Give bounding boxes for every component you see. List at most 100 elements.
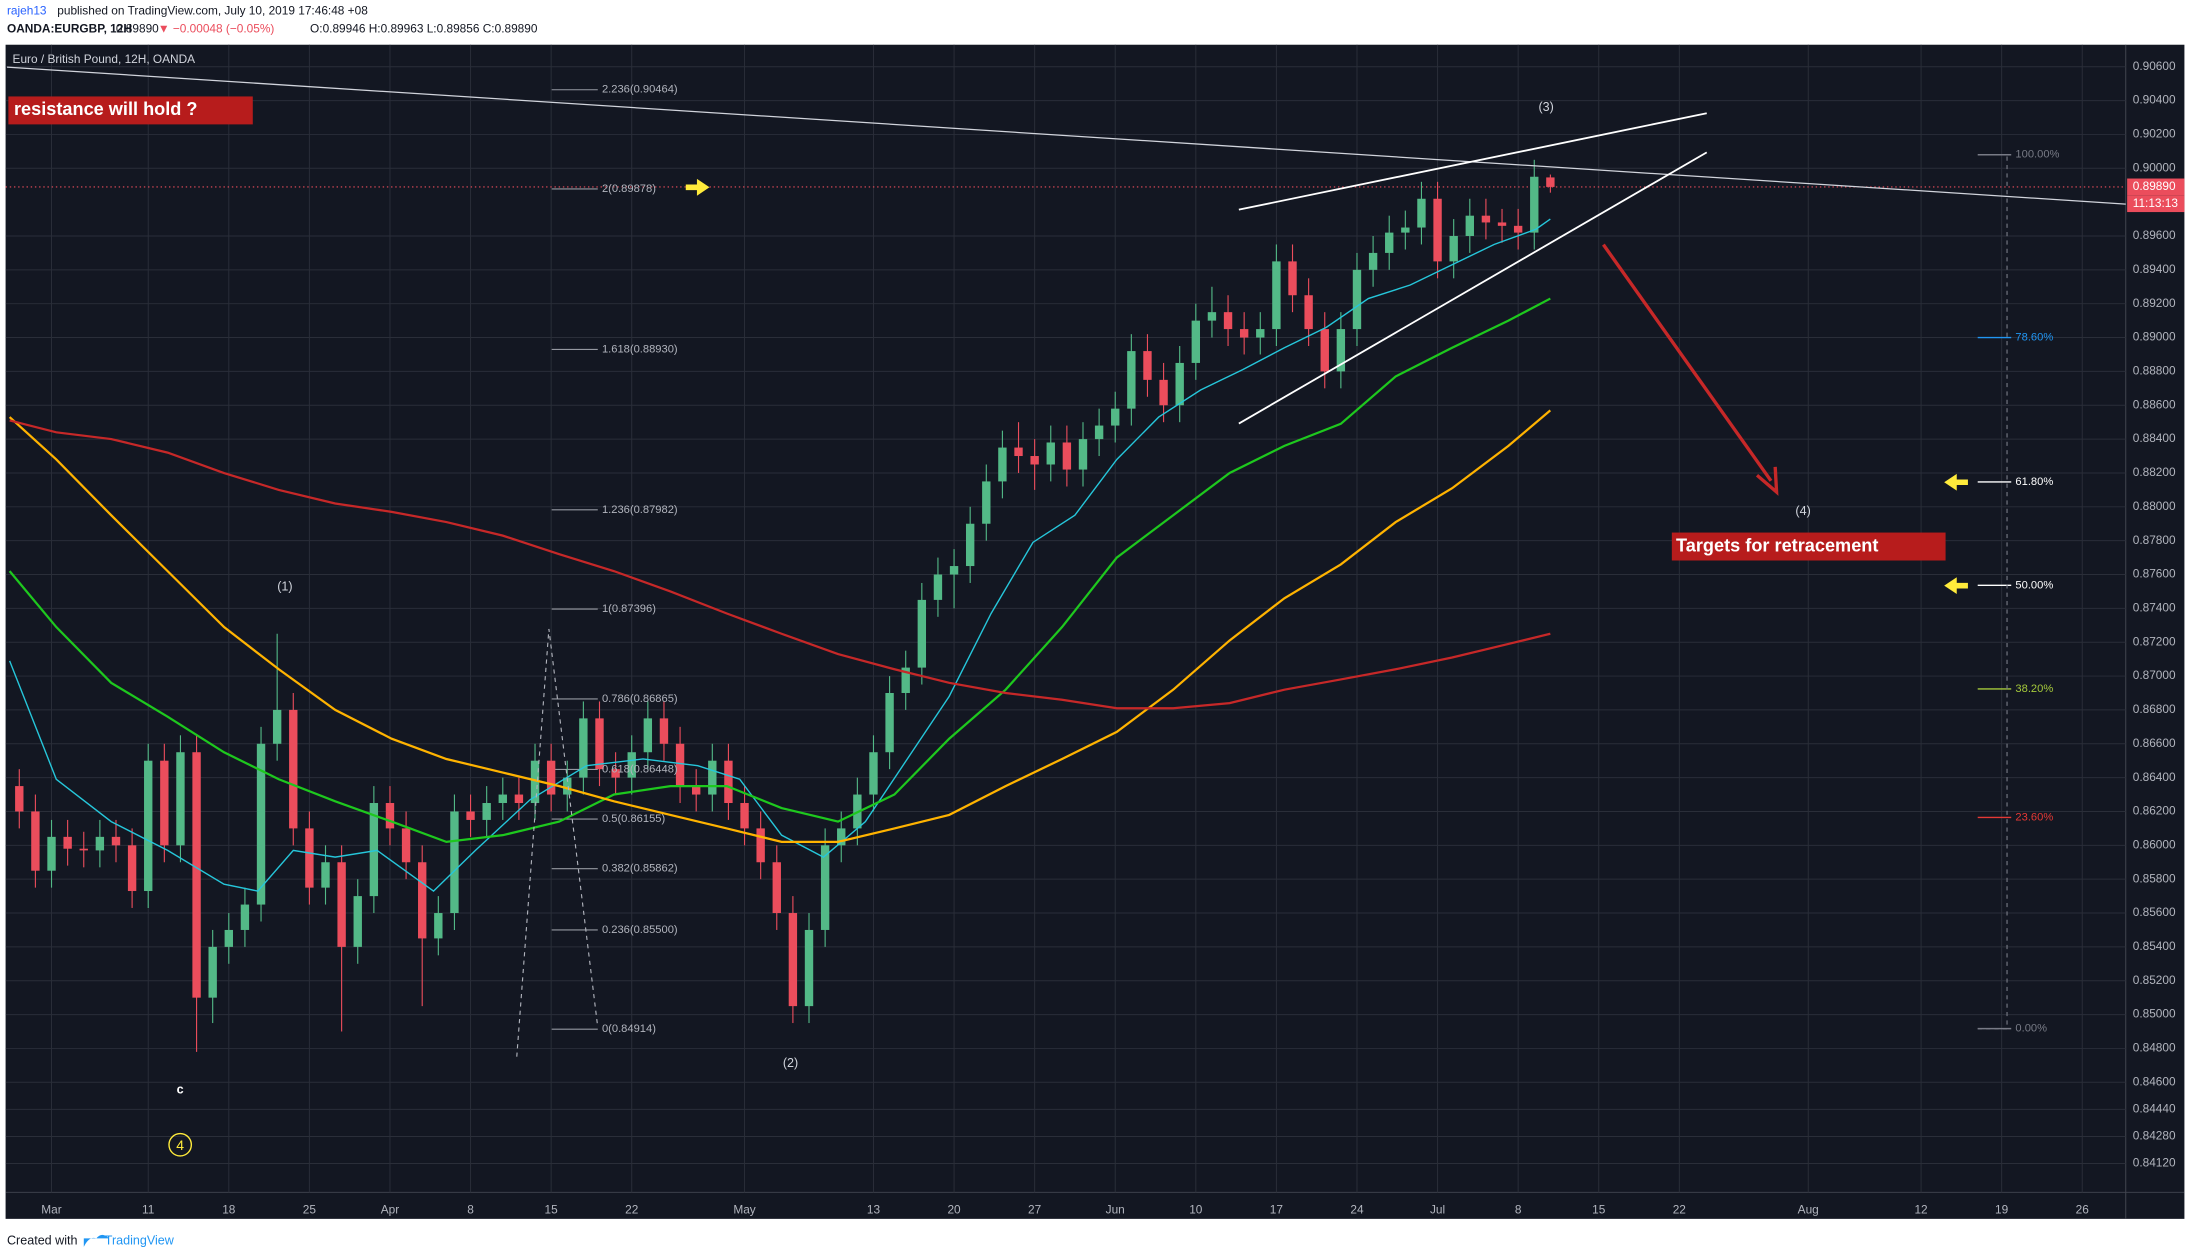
y-tick-label: 0.90400 (2133, 93, 2176, 107)
candle-body (885, 692, 894, 753)
x-tick-label: 25 (303, 1203, 317, 1217)
candle-body (1111, 408, 1120, 426)
candle-body (1336, 329, 1346, 372)
candle-body (1094, 425, 1104, 440)
fib-label: 1.236(0.87982) (602, 504, 678, 516)
candle-body (1304, 295, 1313, 330)
footer-brand[interactable]: TradingView (105, 1234, 175, 1248)
candle-body (111, 836, 121, 846)
y-tick-label: 0.86000 (2133, 837, 2176, 851)
fib-label: 2.236(0.90464) (602, 84, 678, 96)
candle-body (63, 836, 72, 849)
candle-body (643, 718, 653, 753)
y-tick-label: 0.88200 (2133, 465, 2176, 479)
fib-label: 0.5(0.86155) (602, 813, 666, 825)
candle-body (756, 828, 765, 863)
y-tick-label: 0.85400 (2133, 939, 2176, 953)
candle-body (240, 904, 250, 930)
chart-background (5, 44, 2185, 1219)
x-tick-label: Aug (1798, 1203, 1819, 1217)
fib-label: 0.618(0.86448) (602, 763, 678, 775)
candle-body (434, 913, 443, 939)
candle-body (208, 946, 217, 998)
retracement-label: 78.60% (2015, 331, 2053, 343)
candle-body (1256, 329, 1265, 338)
candle-body (724, 760, 733, 804)
retracement-label: 38.20% (2015, 683, 2053, 695)
y-tick-label: 0.89400 (2133, 262, 2176, 276)
arrow-left (1944, 577, 1968, 595)
candle-body (272, 709, 282, 744)
fib-label: 0(0.84914) (602, 1023, 656, 1035)
candle-body (1127, 351, 1136, 409)
candle-body (1497, 222, 1507, 226)
y-tick-label: 0.87000 (2133, 668, 2176, 682)
candle-body (917, 599, 927, 668)
y-tick-label: 0.90200 (2133, 127, 2176, 141)
y-tick-label: 0.89200 (2133, 296, 2176, 310)
countdown: 11:13:13 (2133, 196, 2179, 210)
fib-label: 0.236(0.85500) (602, 924, 678, 936)
author: rajeh13 (7, 3, 47, 17)
candle-body (1530, 176, 1539, 233)
wave-circle (168, 1132, 193, 1157)
fib-label: 1(0.87396) (602, 603, 656, 615)
candle-body (1513, 225, 1523, 233)
y-tick-label: 0.90600 (2133, 59, 2176, 73)
candle-body (385, 803, 395, 829)
y-tick-label: 0.90000 (2133, 160, 2176, 174)
x-tick-label: 10 (1189, 1203, 1203, 1217)
candle-body (47, 836, 56, 871)
candle-body (901, 667, 910, 693)
candle-body (837, 828, 846, 846)
callout: Targets for retracement (1676, 535, 1878, 555)
yellow-arrows (685, 178, 1968, 595)
candle-body (563, 777, 572, 795)
candle-body (1401, 227, 1410, 233)
candle-body (192, 752, 201, 998)
candle-body (289, 709, 298, 829)
candle-body (498, 794, 507, 804)
retracement-label: 23.60% (2015, 811, 2053, 823)
candle-body (772, 862, 781, 914)
y-tick-label: 0.87600 (2133, 567, 2176, 581)
candle-body (1143, 351, 1152, 380)
candle-body (998, 447, 1007, 482)
y-tick-label: 0.85800 (2133, 871, 2176, 885)
y-tick-label: 0.86600 (2133, 736, 2176, 750)
candle-body (482, 803, 491, 820)
candle-body (1046, 442, 1055, 465)
candle-body (337, 862, 346, 947)
retracement-frame (1977, 155, 2008, 1030)
candle-body (369, 803, 379, 897)
candle-body (31, 811, 40, 871)
candle-body (401, 828, 411, 863)
candle-body (627, 752, 636, 778)
candle-body (1368, 252, 1378, 270)
x-tick-label: 13 (867, 1203, 881, 1217)
candle-body (305, 828, 314, 888)
fib-label: 2(0.89878) (602, 183, 656, 195)
callout-box (1671, 532, 1946, 561)
last: 0.89890 (116, 21, 159, 35)
candle-body (820, 845, 830, 930)
candle-body (450, 811, 459, 914)
tv-logo (83, 1234, 109, 1247)
x-tick-label: 27 (1028, 1203, 1041, 1217)
candle-body (692, 786, 701, 795)
candle-body (15, 786, 24, 812)
candle-body (514, 794, 524, 804)
y-tick-label: 0.89000 (2133, 330, 2176, 344)
candle-body (1433, 198, 1442, 262)
candle-body (675, 743, 685, 787)
drawings (6, 66, 2126, 1057)
candle-body (1030, 456, 1039, 465)
x-tick-label: Apr (381, 1203, 399, 1217)
candle-body (176, 752, 185, 846)
candle-body (224, 929, 233, 947)
x-tick-label: 8 (1515, 1203, 1522, 1217)
callout: resistance will hold ? (14, 99, 198, 119)
y-tick-label: 0.85000 (2133, 1007, 2176, 1021)
moving-average (8, 409, 1552, 843)
